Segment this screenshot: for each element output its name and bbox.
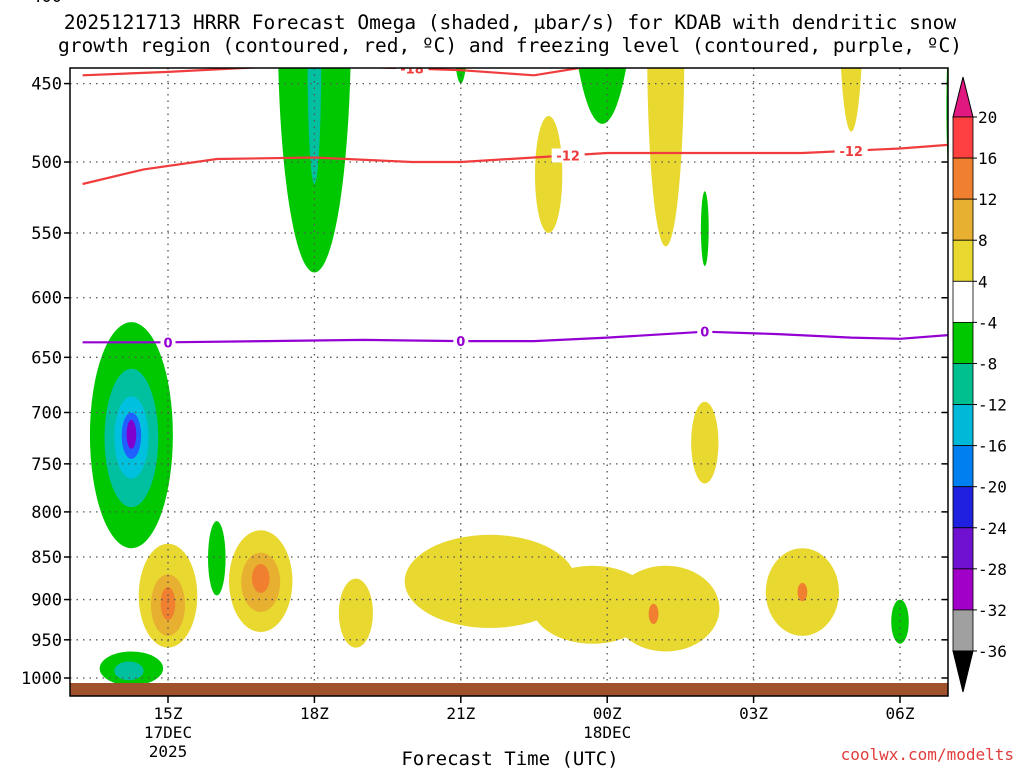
contour-label-bg-freezing-level-2 xyxy=(697,324,713,339)
omega-region-green-10 xyxy=(208,521,226,596)
y-tick-label-700: 700 xyxy=(31,403,62,423)
contour-label-dgz-18-1: -18 xyxy=(693,57,717,72)
chart-title-line-1: 2025121713 HRRR Forecast Omega (shaded, … xyxy=(64,11,956,34)
colorbar-label-11: -28 xyxy=(978,560,1007,579)
y-axis: 2503003504004505005506006507007508008509… xyxy=(21,0,948,689)
colorbar-swatch-0 xyxy=(952,116,974,159)
omega-region-yellow-30 xyxy=(840,68,862,132)
colorbar-swatch-5 xyxy=(952,321,974,364)
y-tick-label-850: 850 xyxy=(31,548,62,568)
contour-label-bg-dgz-12-1 xyxy=(834,143,868,158)
y-tick-label-500: 500 xyxy=(31,153,62,173)
x-tick-label-06Z: 06Z xyxy=(886,704,915,723)
y-tick-label-1000: 1000 xyxy=(21,669,62,689)
contour-label-dgz-12-1: -12 xyxy=(839,145,863,160)
x-tick-date-15Z: 17DEC xyxy=(144,723,192,742)
y-tick-label-450: 450 xyxy=(31,75,62,95)
omega-region-yellow-16 xyxy=(338,578,373,648)
colorbar-label-4: 4 xyxy=(978,272,988,291)
omega-region-teal-15 xyxy=(307,68,322,184)
y-tick-label-900: 900 xyxy=(31,591,62,611)
contour-label-freezing-level-0: 0 xyxy=(163,336,172,351)
omega-region-teal-6 xyxy=(114,661,144,681)
omega-region-purple-4 xyxy=(126,419,137,449)
y-tick-label-650: 650 xyxy=(31,348,62,368)
colorbar-swatch-4 xyxy=(952,280,974,323)
contour-freezing-level xyxy=(82,330,948,344)
omega-region-yellow-25 xyxy=(647,68,685,247)
x-tick-label-00Z: 00Z xyxy=(593,704,622,723)
contour-label-dgz-12-0: -12 xyxy=(556,149,580,164)
colorbar-label-3: 8 xyxy=(978,231,988,250)
y-tick-label-400: 400 xyxy=(31,0,62,7)
omega-region-green-23 xyxy=(578,68,627,124)
colorbar-label-7: -12 xyxy=(978,396,1007,415)
x-tick-label-03Z: 03Z xyxy=(739,704,768,723)
colorbar-bottom-arrow xyxy=(952,650,974,693)
colorbar-label-8: -16 xyxy=(978,437,1007,456)
colorbar-swatch-12 xyxy=(952,609,974,652)
colorbar-label-9: -20 xyxy=(978,478,1007,497)
colorbar-swatch-6 xyxy=(952,363,974,405)
contour-label-bg-freezing-level-0 xyxy=(160,335,176,350)
omega-region-orange-13 xyxy=(251,563,270,593)
x-tick-date-00Z: 18DEC xyxy=(583,723,631,742)
contour-label-dgz-18-0: -18 xyxy=(400,63,424,78)
omega-region-orange-29 xyxy=(797,582,808,602)
colorbar-swatch-2 xyxy=(952,198,974,241)
omega-shading xyxy=(89,68,948,686)
grid-lines xyxy=(70,68,948,696)
omega-region-yellow-20 xyxy=(612,565,720,652)
y-tick-label-600: 600 xyxy=(31,289,62,309)
x-tick-label-21Z: 21Z xyxy=(446,704,475,723)
y-tick-label-950: 950 xyxy=(31,631,62,651)
y-tick-label-750: 750 xyxy=(31,455,62,475)
colorbar-swatch-8 xyxy=(952,445,974,488)
colorbar-label-12: -32 xyxy=(978,601,1007,620)
y-tick-label-550: 550 xyxy=(31,224,62,244)
contour-dgz-12 xyxy=(82,143,948,186)
colorbar-swatch-1 xyxy=(952,157,974,200)
chart-title-line-2: growth region (contoured, red, ºC) and f… xyxy=(58,34,962,57)
plot-area: -18 -18 -12 -12 0 0 0 xyxy=(70,57,948,696)
colorbar-label-6: -8 xyxy=(978,354,997,373)
colorbar-label-10: -24 xyxy=(978,519,1007,538)
colorbar-swatch-7 xyxy=(952,404,974,447)
colorbar-label-2: 12 xyxy=(978,190,997,209)
colorbar-label-0: 20 xyxy=(978,108,997,127)
x-axis-label: Forecast Time (UTC) xyxy=(401,748,618,768)
omega-region-green-26 xyxy=(700,191,709,267)
watermark: coolwx.com/modelts xyxy=(841,745,1014,764)
colorbar-label-5: -4 xyxy=(978,313,997,332)
x-tick-label-15Z: 15Z xyxy=(154,704,183,723)
contour-label-bg-dgz-18-0 xyxy=(395,68,429,76)
contour-label-bg-dgz-18-1 xyxy=(688,68,722,71)
x-tick-label-18Z: 18Z xyxy=(300,704,329,723)
omega-region-yellow-27 xyxy=(691,401,719,484)
colorbar-swatch-11 xyxy=(952,568,974,611)
plot-frame xyxy=(69,67,949,697)
ground-surface xyxy=(70,683,948,696)
contour-label-bg-freezing-level-1 xyxy=(453,334,469,349)
colorbar-swatch-9 xyxy=(952,486,974,529)
contour-label-freezing-level-2: 0 xyxy=(700,326,709,341)
colorbar: 20 16 12 8 4 -4 -8 -12 -16 -20 -24 -28 -32 -36 xyxy=(952,76,1007,693)
omega-region-orange-21 xyxy=(648,603,659,624)
colorbar-swatch-3 xyxy=(952,239,974,282)
contour-label-freezing-level-1: 0 xyxy=(456,335,465,350)
contour-label-bg-dgz-12-0 xyxy=(551,148,585,163)
colorbar-label-1: 16 xyxy=(978,149,997,168)
x-tick-year-15Z: 2025 xyxy=(149,742,188,761)
colorbar-top-arrow xyxy=(952,76,974,118)
omega-region-orange-9 xyxy=(160,587,176,620)
omega-region-yellow-22 xyxy=(534,115,563,233)
colorbar-label-13: -36 xyxy=(978,642,1007,661)
colorbar-swatch-10 xyxy=(952,527,974,570)
y-tick-label-800: 800 xyxy=(31,503,62,523)
